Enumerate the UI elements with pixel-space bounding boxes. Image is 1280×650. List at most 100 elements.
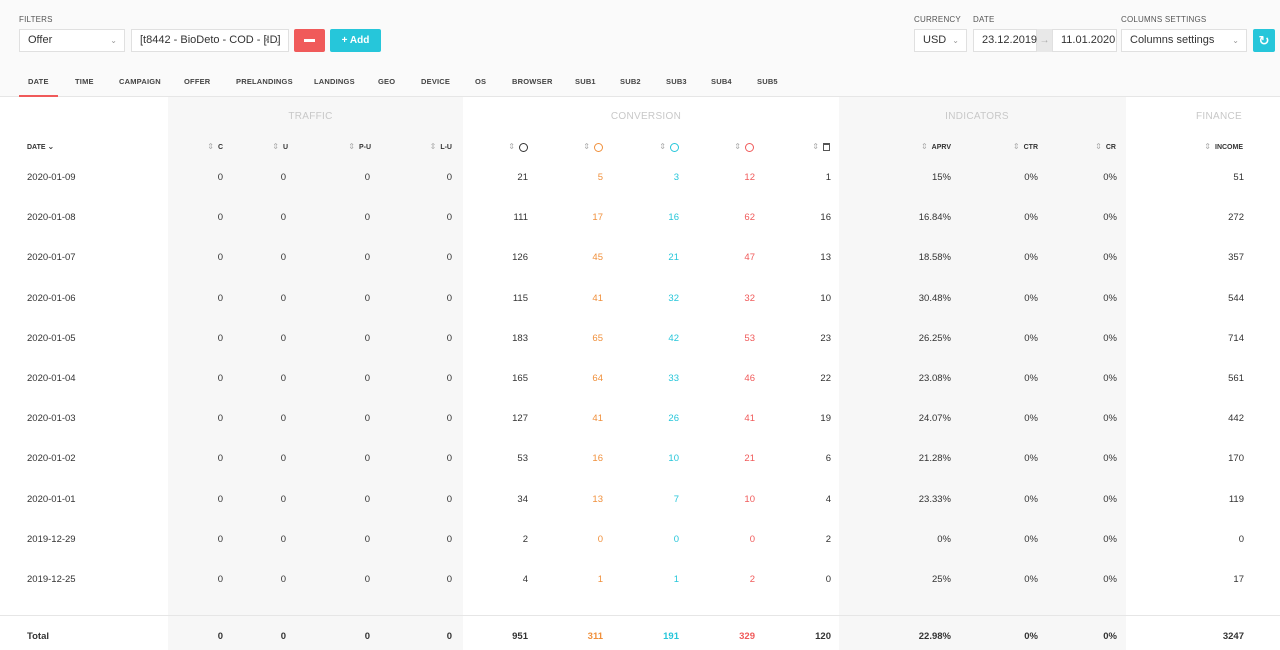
date-to-input[interactable]: 11.01.2020 — [1052, 29, 1117, 52]
column-header-date[interactable]: DATE ⌄ — [27, 142, 54, 151]
offer-select[interactable]: [t8442 - BioDeto - COD - [ID] × ⌄ — [131, 29, 289, 52]
cell-conv-total: 126 — [512, 252, 528, 264]
cell-lu: 0 — [446, 533, 452, 545]
cell-c: 0 — [217, 533, 223, 545]
cell-income: 119 — [1228, 493, 1244, 505]
traffic-group-bg — [168, 97, 463, 650]
chevron-down-icon: ⌄ — [952, 36, 959, 45]
cell-conv-approved: 42 — [668, 332, 679, 344]
column-header-u-label: U — [282, 144, 288, 151]
columns-settings-select[interactable]: Columns settings ⌄ — [1121, 29, 1247, 52]
total-cell-u: 0 — [280, 631, 286, 642]
cell-aprv: 15% — [931, 172, 951, 183]
cell-conv-total: 183 — [512, 332, 528, 344]
tab-date[interactable]: DATE — [19, 66, 58, 97]
tab-sub1[interactable]: SUB1 — [575, 77, 596, 86]
cell-conv-hold: 65 — [592, 332, 603, 344]
add-filter-button[interactable]: + Add — [330, 29, 381, 52]
cell-conv-hold: 13 — [592, 493, 603, 505]
currency-select[interactable]: USD ⌄ — [914, 29, 967, 52]
tab-offer[interactable]: OFFER — [184, 77, 211, 86]
cell-lu: 0 — [446, 172, 452, 183]
remove-filter-button[interactable] — [294, 29, 325, 52]
column-header-ctr[interactable]: ⇕ CTR — [1013, 142, 1038, 151]
cell-lu: 0 — [446, 493, 452, 505]
refresh-icon: ↻ — [1258, 33, 1270, 48]
cell-conv-approved: 10 — [668, 453, 679, 465]
column-header-cr[interactable]: ⇕ CR — [1095, 142, 1116, 151]
cell-ctr: 0% — [1024, 252, 1038, 264]
tab-geo[interactable]: GEO — [378, 77, 396, 86]
column-header-conv-trash[interactable]: ⇕ — [812, 142, 830, 152]
column-header-c-label: C — [217, 144, 223, 151]
refresh-button[interactable]: ↻ — [1253, 29, 1275, 52]
filters-label: FILTERS — [19, 15, 53, 24]
check-circle-icon — [670, 142, 679, 152]
cell-u: 0 — [280, 212, 286, 224]
clear-icon[interactable]: × — [264, 35, 270, 46]
cell-date: 2020-01-09 — [27, 172, 76, 183]
filter-type-select[interactable]: Offer ⌄ — [19, 29, 125, 52]
total-cell-c: 0 — [217, 631, 223, 642]
cell-conv-total: 115 — [512, 292, 528, 304]
cell-cr: 0% — [1103, 212, 1117, 224]
column-header-c[interactable]: ⇕ C — [207, 142, 223, 151]
cell-aprv: 16.84% — [918, 212, 951, 224]
cell-c: 0 — [217, 252, 223, 264]
cell-conv-approved: 21 — [668, 252, 679, 264]
currency-value: USD — [923, 34, 947, 46]
indicators-group-bg — [839, 97, 1126, 650]
tab-landings[interactable]: LANDINGS — [314, 77, 355, 86]
column-header-income[interactable]: ⇕ INCOME — [1204, 142, 1243, 151]
sort-icon: ⇕ — [583, 142, 590, 151]
sort-icon: ⇕ — [429, 142, 437, 151]
cell-aprv: 18.58% — [918, 252, 951, 264]
tab-sub5[interactable]: SUB5 — [757, 77, 778, 86]
column-header-conv-total[interactable]: ⇕ — [508, 142, 528, 152]
sort-icon: ⇕ — [508, 142, 515, 151]
column-header-aprv[interactable]: ⇕ APRV — [921, 142, 951, 151]
tab-sub4[interactable]: SUB4 — [711, 77, 732, 86]
column-header-pu[interactable]: ⇕ P-U — [348, 142, 371, 151]
cell-cr: 0% — [1103, 332, 1117, 344]
tab-time[interactable]: TIME — [75, 77, 94, 86]
date-from-input[interactable]: 23.12.2019 — [973, 29, 1037, 52]
column-header-conv-hold[interactable]: ⇕ — [583, 142, 603, 152]
tab-prelandings[interactable]: PRELANDINGS — [236, 77, 293, 86]
cell-conv-total: 21 — [517, 172, 528, 183]
cell-conv-total: 2 — [522, 533, 528, 545]
cell-income: 17 — [1233, 574, 1244, 585]
tab-campaign[interactable]: CAMPAIGN — [119, 77, 161, 86]
cell-u: 0 — [280, 413, 286, 425]
clock-icon — [594, 142, 603, 152]
cell-conv-trash: 22 — [820, 373, 831, 384]
cell-conv-rejected: 21 — [744, 453, 755, 465]
cell-ctr: 0% — [1024, 373, 1038, 384]
column-header-lu[interactable]: ⇕ L-U — [430, 142, 452, 151]
tab-device[interactable]: DEVICE — [421, 77, 451, 86]
total-cell-ctr: 0% — [1024, 631, 1038, 642]
cell-c: 0 — [217, 212, 223, 224]
column-header-ctr-label: CTR — [1023, 144, 1038, 151]
column-header-u[interactable]: ⇕ U — [272, 142, 288, 151]
cell-date: 2020-01-08 — [27, 212, 76, 224]
cell-conv-approved: 32 — [668, 292, 679, 304]
tab-sub2[interactable]: SUB2 — [620, 77, 641, 86]
cell-conv-hold: 41 — [592, 413, 603, 425]
sort-icon: ⇕ — [734, 142, 741, 151]
tab-browser[interactable]: BROWSER — [512, 77, 553, 86]
cell-income: 714 — [1228, 332, 1244, 344]
column-header-conv-approved[interactable]: ⇕ — [659, 142, 679, 152]
tab-sub3[interactable]: SUB3 — [666, 77, 687, 86]
column-header-conv-rejected[interactable]: ⇕ — [734, 142, 754, 152]
cell-lu: 0 — [446, 373, 452, 384]
cell-conv-trash: 10 — [820, 292, 831, 304]
filter-bar: FILTERS Offer ⌄ [t8442 - BioDeto - COD -… — [0, 0, 1280, 97]
total-cell-conv-total: 951 — [512, 631, 528, 642]
cell-conv-rejected: 62 — [744, 212, 755, 224]
cell-conv-hold: 64 — [592, 373, 603, 384]
tab-os[interactable]: OS — [475, 77, 487, 86]
chevron-down-icon: ⌄ — [1232, 36, 1239, 45]
cell-conv-hold: 45 — [592, 252, 603, 264]
total-cell-lu: 0 — [446, 631, 452, 642]
